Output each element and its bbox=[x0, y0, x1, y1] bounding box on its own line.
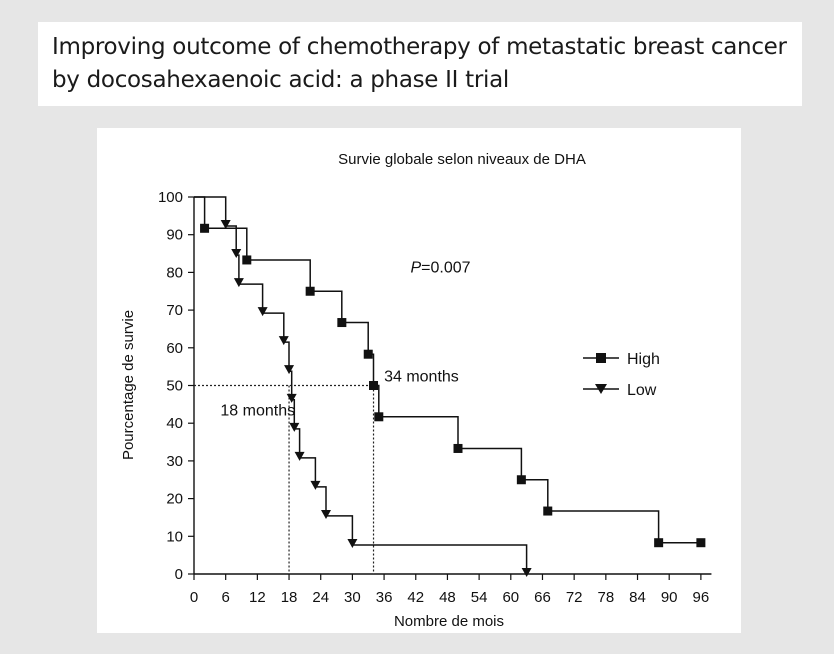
legend-high-label: High bbox=[627, 351, 660, 368]
y-tick-label: 50 bbox=[166, 378, 183, 395]
series-low-point bbox=[286, 393, 297, 403]
y-tick-label: 10 bbox=[166, 528, 183, 545]
series-high-point bbox=[654, 538, 664, 548]
series-high-point bbox=[242, 255, 252, 265]
chart-axes: 0 10 20 30 40 50 60 70 80 90 100 0 6 12 18 24 30 36 42 48 54… bbox=[158, 189, 712, 606]
series-low-point bbox=[347, 538, 358, 548]
annotation-2: 34 months bbox=[384, 369, 459, 386]
y-tick-label: 20 bbox=[166, 491, 183, 508]
chart-panel: Survie globale selon niveaux de DHA 0 10 2… bbox=[97, 128, 741, 633]
series-high-point bbox=[543, 506, 553, 516]
series-low-point bbox=[310, 480, 321, 490]
y-tick-label: 60 bbox=[166, 340, 183, 357]
x-tick-label: 72 bbox=[566, 589, 583, 606]
x-tick-label: 36 bbox=[376, 589, 393, 606]
x-tick-label: 90 bbox=[661, 589, 678, 606]
paper-title-box: Improving outcome of chemotherapy of met… bbox=[38, 22, 802, 106]
paper-title-line-1: Improving outcome of chemotherapy of met… bbox=[52, 34, 787, 60]
x-tick-label: 6 bbox=[222, 589, 230, 606]
x-axis-label: Nombre de mois bbox=[394, 613, 504, 630]
series-high-point bbox=[337, 318, 347, 328]
x-tick-label: 96 bbox=[693, 589, 710, 606]
legend-high-marker bbox=[596, 353, 606, 363]
y-tick-label: 90 bbox=[166, 227, 183, 244]
series-low-point bbox=[521, 568, 532, 577]
legend-low-marker bbox=[595, 384, 607, 394]
legend: High Low bbox=[583, 351, 660, 399]
x-tick-label: 60 bbox=[502, 589, 519, 606]
chart-title: Survie globale selon niveaux de DHA bbox=[338, 151, 586, 168]
series-low-point bbox=[321, 509, 331, 519]
paper-title-line-2: by docosahexaenoic acid: a phase II tria… bbox=[52, 67, 509, 93]
survival-chart: Survie globale selon niveaux de DHA 0 10 2… bbox=[120, 151, 712, 630]
x-tick-label: 12 bbox=[249, 589, 266, 606]
chart-plot-area: P=0.007 34 months 18 months bbox=[194, 196, 706, 577]
y-tick-label: 70 bbox=[166, 302, 183, 319]
legend-low-label: Low bbox=[627, 382, 657, 399]
series-high-point bbox=[305, 286, 315, 296]
series-high-point bbox=[374, 412, 384, 422]
series-low-point bbox=[278, 336, 289, 346]
x-tick-label: 84 bbox=[629, 589, 646, 606]
series-low-point bbox=[284, 365, 295, 375]
series-high-point bbox=[200, 223, 210, 233]
x-tick-label: 18 bbox=[281, 589, 298, 606]
series-high-point bbox=[369, 381, 379, 390]
annotation-1: P=0.007 bbox=[410, 259, 470, 276]
x-tick-label: 48 bbox=[439, 589, 456, 606]
y-tick-label: 40 bbox=[166, 415, 183, 432]
x-tick-label: 42 bbox=[407, 589, 424, 606]
y-tick-label: 80 bbox=[166, 264, 183, 281]
x-tick-label: 78 bbox=[597, 589, 614, 606]
series-low-point bbox=[220, 220, 231, 230]
y-tick-label: 100 bbox=[158, 189, 183, 206]
series-low-point bbox=[233, 278, 244, 288]
series-high-point bbox=[453, 443, 463, 453]
series-high-point bbox=[696, 538, 706, 548]
series-low-point bbox=[294, 451, 305, 461]
series-high-line bbox=[194, 196, 701, 544]
y-tick-label: 30 bbox=[166, 453, 183, 470]
annotation-3: 18 months bbox=[220, 403, 295, 420]
series-high-point bbox=[363, 349, 373, 359]
y-tick-label: 0 bbox=[175, 566, 183, 583]
x-tick-label: 66 bbox=[534, 589, 551, 606]
series-low-point bbox=[231, 249, 242, 259]
y-axis-label: Pourcentage de survie bbox=[120, 310, 137, 460]
x-tick-label: 54 bbox=[471, 589, 488, 606]
series-low-point bbox=[289, 422, 300, 432]
x-tick-label: 0 bbox=[190, 589, 198, 606]
x-tick-label: 30 bbox=[344, 589, 361, 606]
x-tick-label: 24 bbox=[312, 589, 329, 606]
series-low-point bbox=[257, 307, 268, 317]
series-high-point bbox=[516, 475, 526, 485]
